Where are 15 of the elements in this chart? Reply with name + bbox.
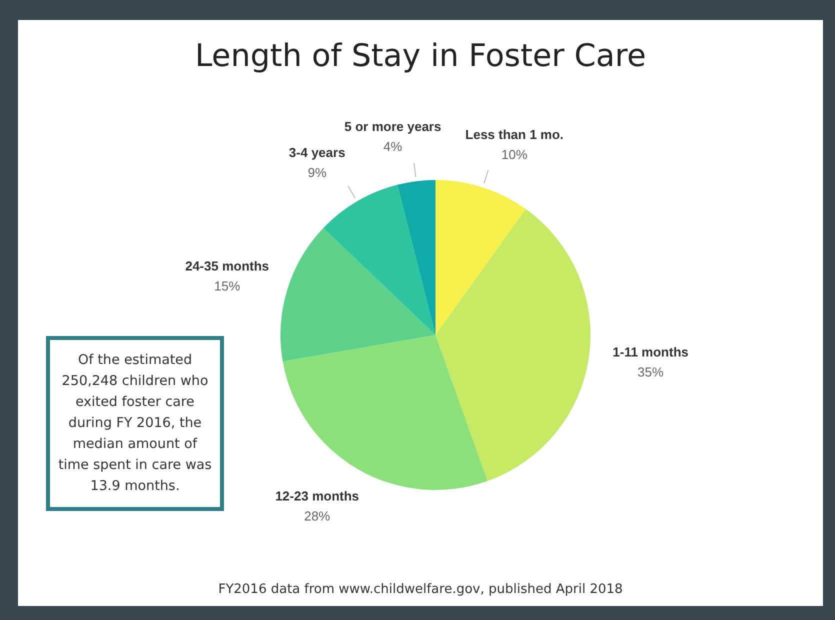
slice-label: Less than 1 mo. bbox=[465, 127, 564, 142]
slice-label: 5 or more years bbox=[344, 119, 442, 134]
data-label: 15% bbox=[214, 278, 241, 294]
data-label: 35% bbox=[638, 364, 664, 380]
data-label: 4% bbox=[383, 139, 403, 154]
chart-title: Length of Stay in Foster Care bbox=[194, 38, 648, 74]
slice-label: 12-23 months bbox=[275, 488, 360, 504]
data-label: 9% bbox=[308, 164, 327, 180]
slice-label: 3-4 years bbox=[288, 144, 346, 160]
data-label: 28% bbox=[304, 508, 331, 524]
text: Of the estimated 250,248 children who exited foster care during FY 2016, the median amount of time spent in care was 13.9 months. bbox=[46, 336, 224, 511]
slice-label: 1-11 months bbox=[612, 344, 688, 360]
data-label: 10% bbox=[501, 147, 528, 162]
slice-label: 24-35 months bbox=[185, 258, 270, 274]
text: FY2016 data from www.childwelfare.gov, published April 2018 bbox=[217, 582, 624, 597]
